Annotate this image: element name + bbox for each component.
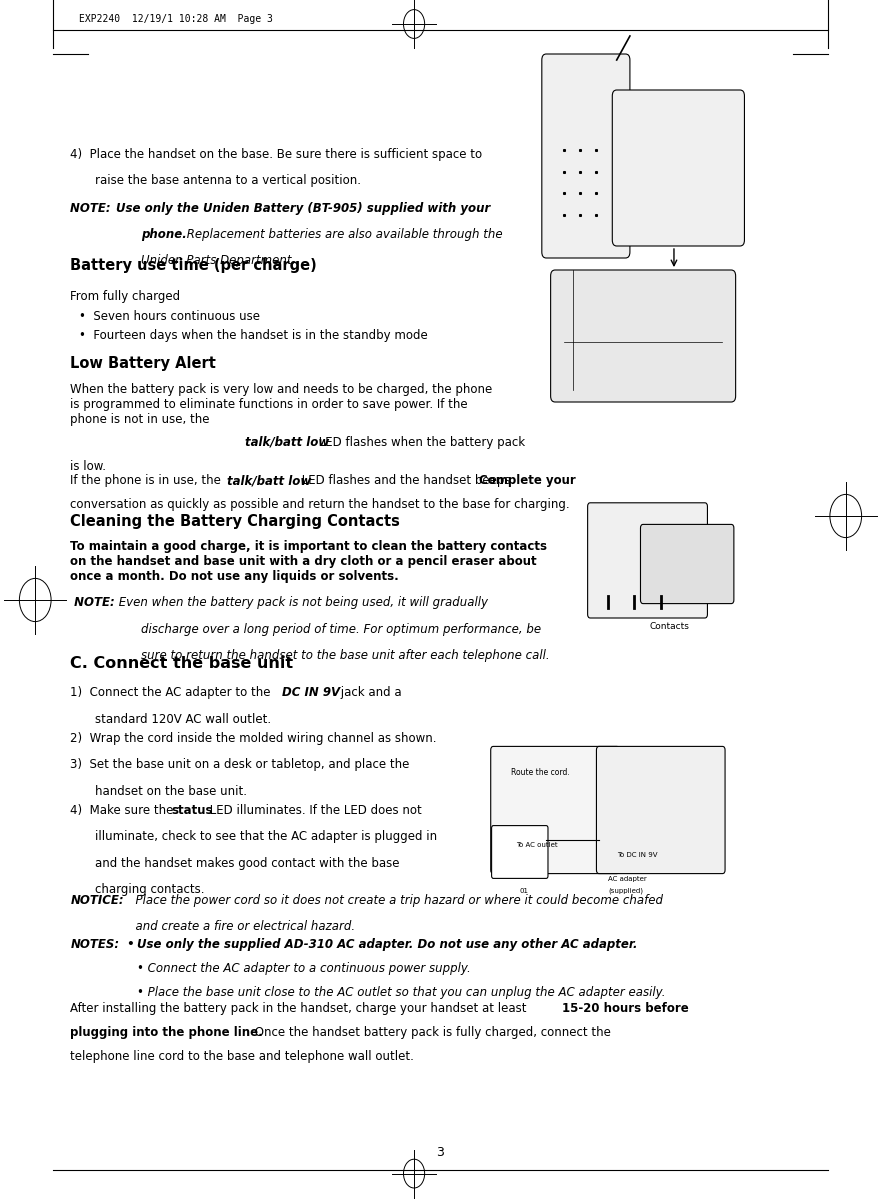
Text: Cleaning the Battery Charging Contacts: Cleaning the Battery Charging Contacts xyxy=(70,514,400,528)
Text: •  Fourteen days when the handset is in the standby mode: • Fourteen days when the handset is in t… xyxy=(79,329,428,342)
FancyBboxPatch shape xyxy=(551,270,736,402)
Text: phone.: phone. xyxy=(141,228,187,241)
Text: LED flashes when the battery pack: LED flashes when the battery pack xyxy=(315,436,526,449)
Text: is low.: is low. xyxy=(70,460,107,473)
Text: Even when the battery pack is not being used, it will gradually: Even when the battery pack is not being … xyxy=(115,596,487,610)
Text: Contacts: Contacts xyxy=(649,622,690,631)
Text: Use only the Uniden Battery (BT-905) supplied with your: Use only the Uniden Battery (BT-905) sup… xyxy=(116,202,491,215)
Text: standard 120V AC wall outlet.: standard 120V AC wall outlet. xyxy=(95,713,271,726)
Text: illuminate, check to see that the AC adapter is plugged in: illuminate, check to see that the AC ada… xyxy=(95,830,437,844)
FancyBboxPatch shape xyxy=(596,746,725,874)
Text: When the battery pack is very low and needs to be charged, the phone
is programm: When the battery pack is very low and ne… xyxy=(70,383,492,426)
Text: AC adapter: AC adapter xyxy=(608,876,647,882)
Text: To AC outlet: To AC outlet xyxy=(516,842,558,848)
Text: 01: 01 xyxy=(520,888,529,894)
Text: Low Battery Alert: Low Battery Alert xyxy=(70,356,217,372)
Text: Uniden Parts Department.: Uniden Parts Department. xyxy=(141,254,295,268)
FancyBboxPatch shape xyxy=(612,90,744,246)
Text: plugging into the phone line.: plugging into the phone line. xyxy=(70,1026,263,1039)
Text: EXP2240  12/19/1 10:28 AM  Page 3: EXP2240 12/19/1 10:28 AM Page 3 xyxy=(79,14,273,24)
FancyBboxPatch shape xyxy=(492,826,548,878)
Text: After installing the battery pack in the handset, charge your handset at least: After installing the battery pack in the… xyxy=(70,1002,530,1015)
Text: Place the power cord so it does not create a trip hazard or where it could becom: Place the power cord so it does not crea… xyxy=(128,894,663,907)
Text: Once the handset battery pack is fully charged, connect the: Once the handset battery pack is fully c… xyxy=(251,1026,611,1039)
Text: telephone line cord to the base and telephone wall outlet.: telephone line cord to the base and tele… xyxy=(70,1050,414,1063)
Text: and the handset makes good contact with the base: and the handset makes good contact with … xyxy=(95,857,400,870)
Text: DC IN 9V: DC IN 9V xyxy=(282,686,340,700)
Text: •: • xyxy=(123,938,135,952)
Text: 15-20 hours before: 15-20 hours before xyxy=(562,1002,689,1015)
Text: NOTE:: NOTE: xyxy=(70,202,115,215)
Text: NOTES:: NOTES: xyxy=(70,938,120,952)
Text: 3: 3 xyxy=(437,1146,444,1158)
Text: To maintain a good charge, it is important to clean the battery contacts
on the : To maintain a good charge, it is importa… xyxy=(70,540,547,583)
Text: handset on the base unit.: handset on the base unit. xyxy=(95,785,248,798)
Text: and create a fire or electrical hazard.: and create a fire or electrical hazard. xyxy=(128,920,355,934)
FancyBboxPatch shape xyxy=(588,503,707,618)
Text: From fully charged: From fully charged xyxy=(70,290,181,304)
Text: 3)  Set the base unit on a desk or tabletop, and place the: 3) Set the base unit on a desk or tablet… xyxy=(70,758,410,772)
Text: 4)  Make sure the: 4) Make sure the xyxy=(70,804,178,817)
Text: Replacement batteries are also available through the: Replacement batteries are also available… xyxy=(183,228,503,241)
Text: C. Connect the base unit: C. Connect the base unit xyxy=(70,656,293,671)
Text: sure to return the handset to the base unit after each telephone call.: sure to return the handset to the base u… xyxy=(141,649,550,662)
FancyBboxPatch shape xyxy=(640,524,734,604)
Text: NOTE:: NOTE: xyxy=(70,596,115,610)
Text: Complete your: Complete your xyxy=(479,474,576,487)
Text: 2)  Wrap the cord inside the molded wiring channel as shown.: 2) Wrap the cord inside the molded wirin… xyxy=(70,732,437,745)
Text: (supplied): (supplied) xyxy=(608,888,643,894)
Text: •  Seven hours continuous use: • Seven hours continuous use xyxy=(79,310,260,323)
Text: 1)  Connect the AC adapter to the: 1) Connect the AC adapter to the xyxy=(70,686,275,700)
Text: • Place the base unit close to the AC outlet so that you can unplug the AC adapt: • Place the base unit close to the AC ou… xyxy=(137,986,665,1000)
Text: Battery use time (per charge): Battery use time (per charge) xyxy=(70,258,317,272)
Text: To DC IN 9V: To DC IN 9V xyxy=(617,852,657,858)
Text: talk/batt low: talk/batt low xyxy=(227,474,312,487)
Text: • Connect the AC adapter to a continuous power supply.: • Connect the AC adapter to a continuous… xyxy=(137,962,470,976)
Text: status: status xyxy=(171,804,212,817)
Text: talk/batt low: talk/batt low xyxy=(245,436,329,449)
Text: raise the base antenna to a vertical position.: raise the base antenna to a vertical pos… xyxy=(95,174,361,187)
Text: jack and a: jack and a xyxy=(337,686,402,700)
Text: discharge over a long period of time. For optimum performance, be: discharge over a long period of time. Fo… xyxy=(141,623,541,636)
FancyBboxPatch shape xyxy=(491,746,619,874)
Text: conversation as quickly as possible and return the handset to the base for charg: conversation as quickly as possible and … xyxy=(70,498,570,511)
Text: Use only the supplied AD-310 AC adapter. Do not use any other AC adapter.: Use only the supplied AD-310 AC adapter.… xyxy=(137,938,637,952)
Text: charging contacts.: charging contacts. xyxy=(95,883,204,896)
Text: Route the cord.: Route the cord. xyxy=(511,768,570,778)
FancyBboxPatch shape xyxy=(542,54,630,258)
Text: NOTICE:: NOTICE: xyxy=(70,894,124,907)
Text: 4)  Place the handset on the base. Be sure there is sufficient space to: 4) Place the handset on the base. Be sur… xyxy=(70,148,483,161)
Text: LED illuminates. If the LED does not: LED illuminates. If the LED does not xyxy=(206,804,422,817)
Text: LED flashes and the handset beeps.: LED flashes and the handset beeps. xyxy=(298,474,518,487)
Text: If the phone is in use, the: If the phone is in use, the xyxy=(70,474,226,487)
